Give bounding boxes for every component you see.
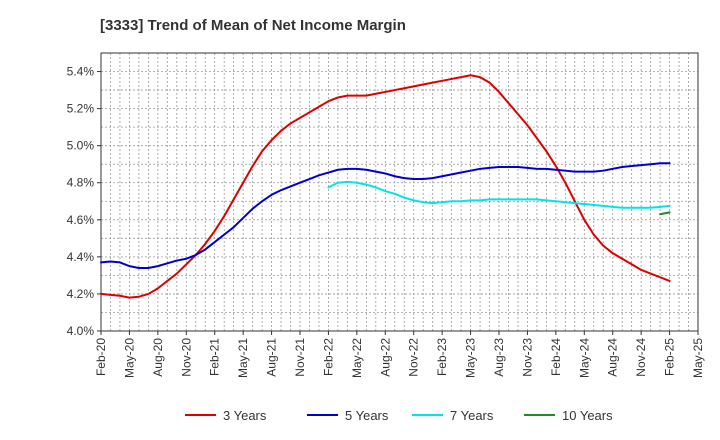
legend-label: 3 Years bbox=[223, 408, 267, 423]
x-tick-label: Aug-24 bbox=[606, 338, 620, 377]
legend-item: 5 Years bbox=[307, 408, 389, 423]
x-tick-label: May-24 bbox=[577, 338, 591, 378]
x-tick-label: Nov-22 bbox=[407, 338, 421, 377]
series-line-5-years bbox=[100, 162, 671, 269]
y-tick-label: 5.0% bbox=[67, 139, 95, 153]
x-tick-label: May-25 bbox=[691, 338, 705, 378]
x-tick-label: Aug-22 bbox=[378, 338, 392, 377]
x-tick-label: Nov-20 bbox=[179, 338, 193, 377]
x-tick-label: Feb-21 bbox=[208, 338, 222, 376]
legend: 3 Years 5 Years 7 Years 10 Years bbox=[185, 408, 613, 423]
y-tick-label: 4.4% bbox=[67, 250, 95, 264]
x-tick-label: Aug-21 bbox=[265, 338, 279, 377]
x-tick-label: Feb-24 bbox=[549, 338, 563, 376]
y-tick-label: 4.6% bbox=[67, 213, 95, 227]
plot-frame bbox=[100, 52, 699, 332]
chart-title: [3333] Trend of Mean of Net Income Margi… bbox=[100, 17, 406, 34]
x-tick-label: Nov-21 bbox=[293, 338, 307, 377]
x-tick-label: Feb-25 bbox=[663, 338, 677, 376]
axes: 4.0% 4.2% 4.4% 4.6% 4.8% 5.0% 5.2% 5.4% Feb-20 Ma… bbox=[67, 52, 705, 378]
x-tick-label: Nov-23 bbox=[520, 338, 534, 377]
x-tick-label: Aug-23 bbox=[492, 338, 506, 377]
series-line-10-years bbox=[659, 211, 671, 216]
y-tick-label: 5.2% bbox=[67, 102, 95, 116]
legend-label: 5 Years bbox=[345, 408, 389, 423]
legend-item: 10 Years bbox=[524, 408, 613, 423]
x-tick-label: Aug-20 bbox=[151, 338, 165, 377]
y-tick-label: 4.0% bbox=[67, 324, 95, 338]
series-line-7-years bbox=[327, 180, 671, 209]
y-tick-label: 4.8% bbox=[67, 176, 95, 190]
legend-label: 10 Years bbox=[562, 408, 613, 423]
legend-item: 7 Years bbox=[412, 408, 494, 423]
grid bbox=[100, 52, 699, 332]
x-tick-label: Feb-20 bbox=[94, 338, 108, 376]
x-tick-label: Nov-24 bbox=[634, 338, 648, 377]
y-tick-label: 5.4% bbox=[67, 65, 95, 79]
y-tick-label: 4.2% bbox=[67, 287, 95, 301]
series-lines bbox=[100, 74, 671, 299]
legend-label: 7 Years bbox=[450, 408, 494, 423]
x-tick-label: May-21 bbox=[236, 338, 250, 378]
x-tick-label: May-22 bbox=[350, 338, 364, 378]
x-tick-label: May-23 bbox=[464, 338, 478, 378]
legend-item: 3 Years bbox=[185, 408, 267, 423]
x-tick-label: Feb-22 bbox=[321, 338, 335, 376]
x-tick-label: Feb-23 bbox=[435, 338, 449, 376]
x-tick-label: May-20 bbox=[122, 338, 136, 378]
